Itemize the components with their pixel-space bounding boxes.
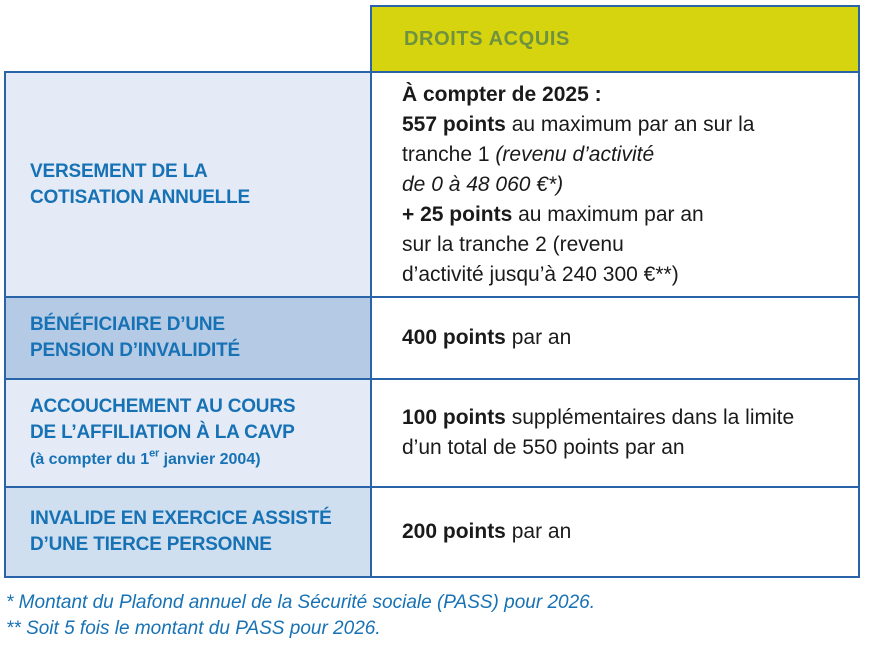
table-row: BÉNÉFICIAIRE D’UNE PENSION D’INVALIDITÉ 4… bbox=[4, 296, 860, 380]
droits-acquis-table: DROITS ACQUIS VERSEMENT DE LA COTISATION … bbox=[4, 5, 860, 578]
table-row: ACCOUCHEMENT AU COURS DE L’AFFILIATION À … bbox=[4, 378, 860, 488]
row-value-text: À compter de 2025 :557 points au maximum… bbox=[402, 83, 755, 286]
row-value-pension-invalidite: 400 points par an bbox=[370, 296, 860, 380]
row-value-text: 400 points par an bbox=[402, 326, 572, 349]
header-corner-spacer bbox=[5, 6, 371, 72]
header-cell-droits-acquis: DROITS ACQUIS bbox=[370, 5, 860, 73]
table-header-row: DROITS ACQUIS bbox=[5, 5, 860, 73]
row-value-accouchement-cavp: 100 points supplémentaires dans la limit… bbox=[370, 378, 860, 488]
footnote-pass-2026: * Montant du Plafond annuel de la Sécuri… bbox=[6, 592, 596, 613]
row-label-versement-cotisation: VERSEMENT DE LA COTISATION ANNUELLE bbox=[4, 71, 372, 298]
row-label-text: ACCOUCHEMENT AU COURS DE L’AFFILIATION À … bbox=[30, 396, 296, 468]
row-label-text: VERSEMENT DE LA COTISATION ANNUELLE bbox=[30, 160, 250, 208]
row-label-text: INVALIDE EN EXERCICE ASSISTÉ D’UNE TIERCE… bbox=[30, 508, 332, 555]
row-value-text: 200 points par an bbox=[402, 520, 572, 543]
table-row: INVALIDE EN EXERCICE ASSISTÉ D’UNE TIERCE… bbox=[4, 486, 860, 578]
header-label: DROITS ACQUIS bbox=[404, 27, 570, 50]
footnote-5x-pass-2026: ** Soit 5 fois le montant du PASS pour 2… bbox=[6, 618, 381, 639]
page: DROITS ACQUIS VERSEMENT DE LA COTISATION … bbox=[4, 5, 884, 642]
footnotes: * Montant du Plafond annuel de la Sécuri… bbox=[6, 590, 884, 642]
row-value-text: 100 points supplémentaires dans la limit… bbox=[402, 406, 795, 459]
row-label-text: BÉNÉFICIAIRE D’UNE PENSION D’INVALIDITÉ bbox=[30, 314, 240, 361]
row-label-invalide-tierce-personne: INVALIDE EN EXERCICE ASSISTÉ D’UNE TIERCE… bbox=[4, 486, 372, 578]
table-row: VERSEMENT DE LA COTISATION ANNUELLE À com… bbox=[4, 71, 860, 298]
row-value-versement-cotisation: À compter de 2025 :557 points au maximum… bbox=[370, 71, 860, 298]
row-label-accouchement-cavp: ACCOUCHEMENT AU COURS DE L’AFFILIATION À … bbox=[4, 378, 372, 488]
row-label-pension-invalidite: BÉNÉFICIAIRE D’UNE PENSION D’INVALIDITÉ bbox=[4, 296, 372, 380]
row-value-invalide-tierce-personne: 200 points par an bbox=[370, 486, 860, 578]
